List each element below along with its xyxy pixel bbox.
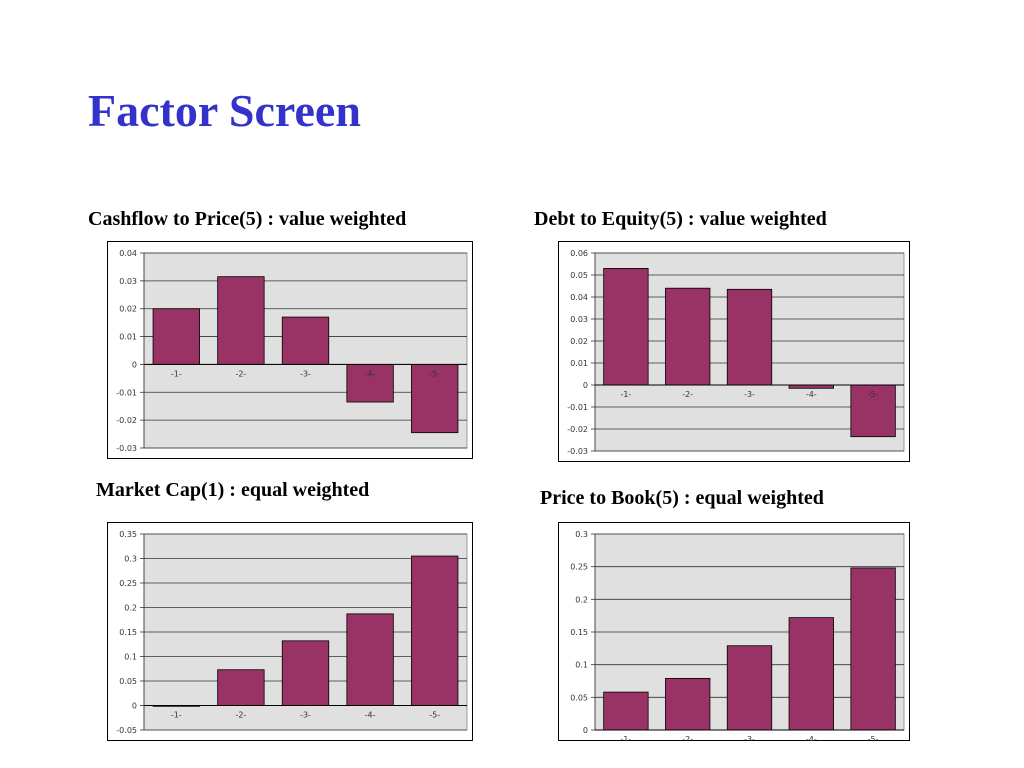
y-tick-label: 0.2 — [124, 604, 137, 613]
y-tick-label: -0.03 — [567, 447, 588, 456]
bar-3 — [726, 288, 773, 386]
bar-5 — [850, 384, 896, 438]
bar-3 — [281, 640, 330, 706]
y-tick-label: 0.03 — [119, 277, 137, 286]
y-tick-label: 0 — [132, 702, 137, 711]
bar-4 — [346, 364, 394, 403]
bar-5 — [411, 364, 459, 434]
y-tick-label: 0 — [583, 726, 588, 735]
bar-5 — [850, 567, 896, 731]
chart-debt-to-equity: 0.06 0.05 0.04 0.03 0.02 0.01 0 -0.01 -0.02 -0.03… — [558, 241, 910, 462]
y-tick-label: -0.05 — [116, 726, 137, 735]
y-tick-label: 0.2 — [575, 595, 588, 604]
y-tick-label: 0.1 — [575, 661, 588, 670]
y-tick-label: 0.03 — [570, 315, 588, 324]
y-tick-label: 0.1 — [124, 653, 137, 662]
bar-1 — [603, 267, 649, 386]
y-tick-label: 0.3 — [124, 555, 137, 564]
y-tick-label: 0.15 — [119, 628, 137, 637]
y-tick-label: 0 — [132, 360, 137, 369]
bar-1 — [603, 691, 649, 731]
y-tick-label: -0.03 — [116, 444, 137, 453]
y-tick-label: -0.02 — [567, 425, 588, 434]
y-tick-label: -0.01 — [116, 388, 137, 397]
x-tick-label: -4- — [365, 711, 376, 720]
y-tick-label: -0.02 — [116, 416, 137, 425]
chart-cashflow-to-price-svg: 0.04 0.03 0.02 0.01 0 -0.01 -0.02 -0.03 -1- -2- -3… — [107, 241, 473, 459]
y-tick-label: 0.15 — [570, 628, 588, 637]
y-tick-label: 0.04 — [570, 293, 588, 302]
chart-title-market-cap: Market Cap(1) : equal weighted — [96, 479, 370, 501]
y-tick-label: 0.25 — [119, 579, 137, 588]
y-tick-label: 0.05 — [119, 677, 137, 686]
x-tick-label: -1- — [171, 711, 182, 720]
bar-5 — [411, 555, 459, 706]
bar-3 — [281, 316, 330, 365]
x-tick-label: -2- — [682, 735, 693, 741]
bar-3 — [726, 645, 773, 731]
x-tick-label: -2- — [235, 369, 246, 378]
y-tick-label: 0.01 — [119, 333, 137, 342]
x-tick-label: -1- — [171, 369, 182, 378]
chart-cashflow-to-price: 0.04 0.03 0.02 0.01 0 -0.01 -0.02 -0.03 -1- -2- -3… — [107, 241, 473, 459]
chart-market-cap-svg: 0.35 0.3 0.25 0.2 0.15 0.1 0.05 0 -0.05 -1- -2- -3-… — [107, 522, 473, 741]
y-tick-label: 0.3 — [575, 530, 588, 539]
slide-title: Factor Screen — [88, 85, 361, 136]
x-tick-label: -4- — [806, 735, 817, 741]
y-tick-label: 0.35 — [119, 530, 137, 539]
bar-4 — [788, 617, 834, 731]
x-tick-label: -4- — [365, 369, 376, 378]
x-tick-label: -1- — [620, 390, 631, 399]
y-tick-label: 0.25 — [570, 563, 588, 572]
x-tick-label: -3- — [744, 390, 755, 399]
x-tick-label: -5- — [429, 711, 440, 720]
x-tick-label: -1- — [620, 735, 631, 741]
y-tick-label: 0.02 — [119, 305, 137, 314]
y-tick-label: -0.01 — [567, 403, 588, 412]
chart-title-price-to-book: Price to Book(5) : equal weighted — [540, 487, 824, 509]
y-tick-label: 0.05 — [570, 693, 588, 702]
chart-market-cap: 0.35 0.3 0.25 0.2 0.15 0.1 0.05 0 -0.05 -1- -2- -3-… — [107, 522, 473, 741]
chart-debt-to-equity-svg: 0.06 0.05 0.04 0.03 0.02 0.01 0 -0.01 -0.02 -0.03… — [558, 241, 910, 462]
bar-2 — [665, 287, 711, 386]
x-tick-label: -3- — [744, 735, 755, 741]
x-tick-label: -4- — [806, 390, 817, 399]
chart-title-cashflow-to-price: Cashflow to Price(5) : value weighted — [88, 208, 407, 230]
bar-4 — [346, 613, 394, 706]
chart-title-debt-to-equity: Debt to Equity(5) : value weighted — [534, 208, 827, 230]
x-tick-label: -5- — [868, 735, 879, 741]
x-tick-label: -5- — [868, 390, 879, 399]
y-tick-label: 0.04 — [119, 249, 137, 258]
x-tick-label: -3- — [300, 369, 311, 378]
chart-price-to-book-svg: 0.3 0.25 0.2 0.15 0.1 0.05 0 -1- -2- -3- -4- -5- — [558, 522, 910, 741]
x-tick-label: -5- — [429, 369, 440, 378]
y-tick-label: 0.05 — [570, 271, 588, 280]
bar-1 — [152, 308, 200, 365]
x-tick-label: -3- — [300, 711, 311, 720]
bar-2 — [665, 677, 711, 731]
y-tick-label: 0.06 — [570, 249, 588, 258]
chart-price-to-book: 0.3 0.25 0.2 0.15 0.1 0.05 0 -1- -2- -3- -4- -5- — [558, 522, 910, 741]
y-tick-label: 0 — [583, 381, 588, 390]
x-tick-label: -2- — [235, 711, 246, 720]
bar-2 — [217, 276, 265, 365]
x-tick-label: -2- — [682, 390, 693, 399]
y-tick-label: 0.01 — [570, 359, 588, 368]
y-tick-label: 0.02 — [570, 337, 588, 346]
bar-2 — [217, 669, 265, 706]
